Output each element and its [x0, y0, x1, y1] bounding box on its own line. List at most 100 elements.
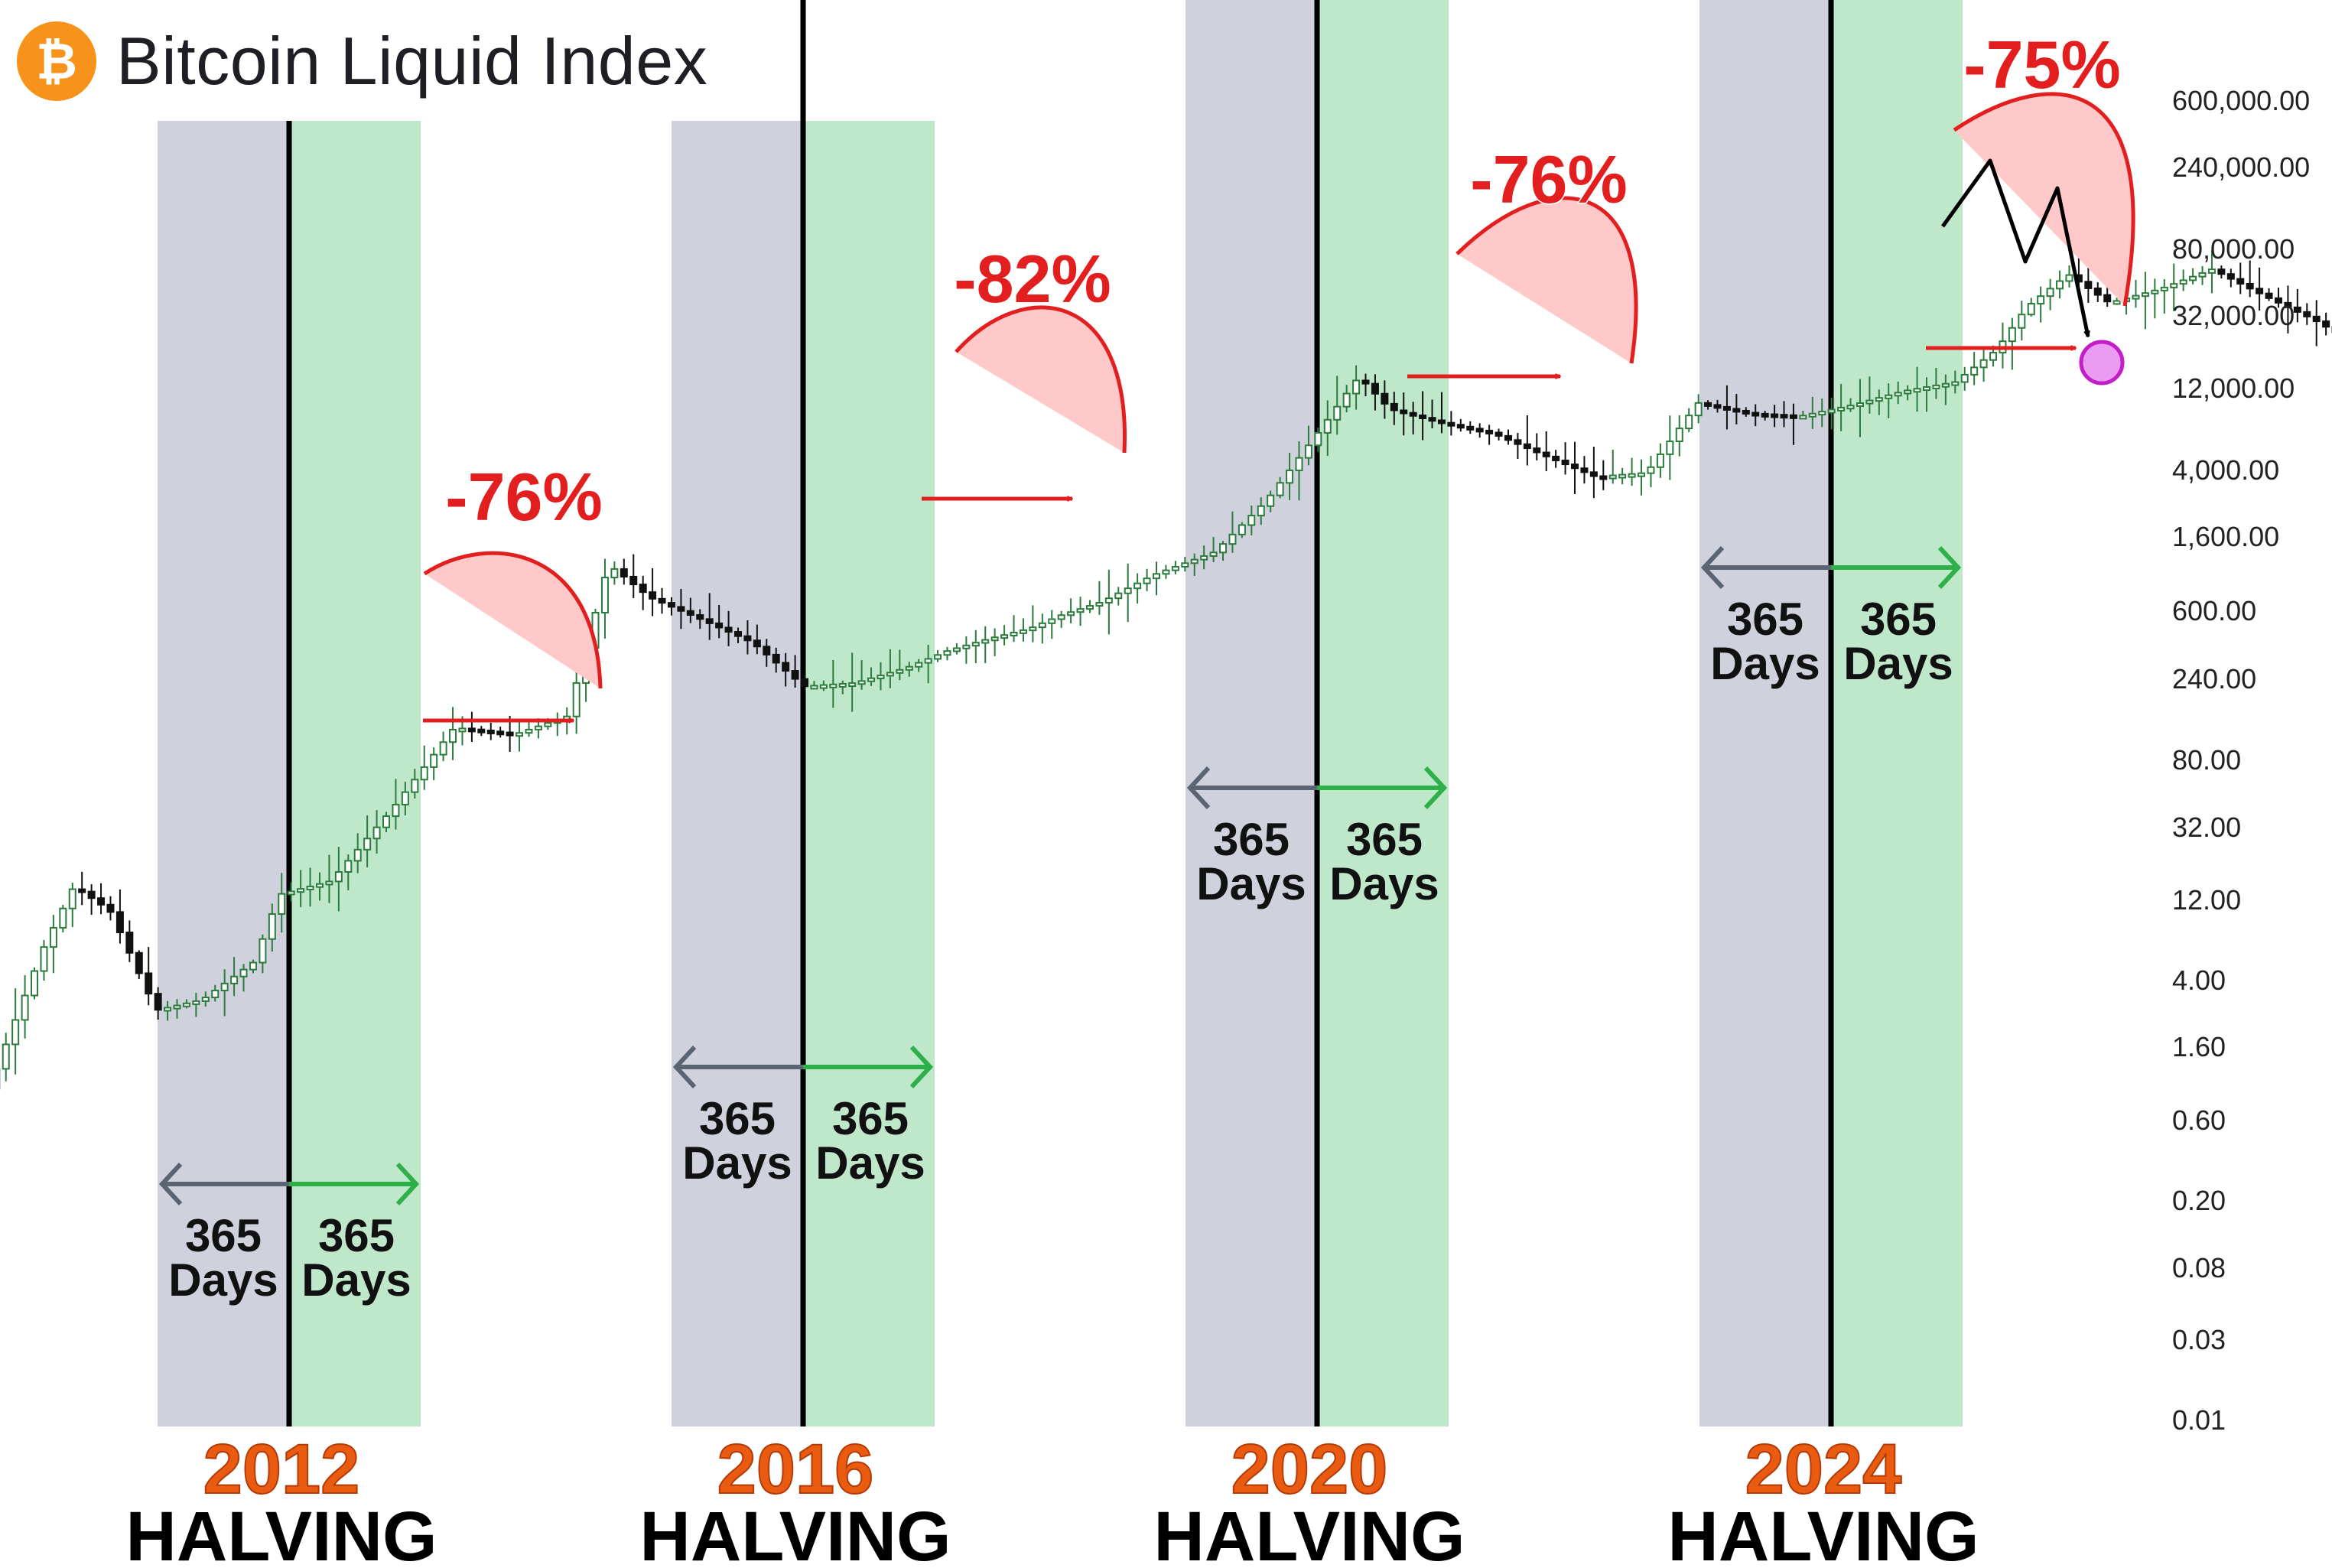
before-days-number: 365 [185, 1210, 262, 1261]
candle-body [534, 725, 542, 730]
candle-body [201, 997, 210, 1002]
candle-body [829, 683, 838, 688]
candle-body [49, 926, 57, 948]
candle-body [125, 932, 134, 954]
candle-body [1970, 366, 1979, 376]
candle-body [2065, 274, 2073, 282]
candle-body [1599, 475, 1608, 480]
candle-body [667, 602, 675, 608]
arrow-right-icon [1423, 766, 1448, 810]
candle-body [1751, 412, 1760, 417]
candle-body [2018, 314, 2026, 329]
candle-body [915, 662, 923, 668]
candle-body [135, 952, 143, 974]
candle-body [506, 731, 514, 737]
candle-body [1789, 414, 1797, 419]
candle-body [1162, 569, 1170, 575]
candle-body [268, 913, 276, 940]
candle-body [1979, 359, 1988, 369]
candle-body [1514, 439, 1522, 445]
arrow-left-icon [1700, 545, 1725, 590]
candle-body [896, 669, 904, 674]
candle-body [838, 682, 847, 688]
candle-body [2246, 282, 2254, 290]
candle-body [401, 791, 409, 805]
candle-body [1104, 597, 1113, 604]
candle-body [2179, 279, 2187, 285]
candle-body [600, 577, 609, 614]
candle-body [1771, 413, 1779, 418]
arrow-left-icon [672, 1045, 697, 1089]
candle-body [1010, 632, 1018, 637]
candle-body [1685, 415, 1693, 430]
candle-body [1400, 409, 1408, 415]
candle-body [1238, 524, 1246, 535]
candle-body [477, 728, 486, 734]
candle-body [1381, 392, 1389, 405]
candle-body [1608, 474, 1617, 480]
candle-body [857, 680, 866, 685]
candle-body [2207, 268, 2216, 274]
candle-body [1390, 402, 1398, 412]
drawdown-fan [1457, 197, 1637, 363]
candle-body [173, 1004, 181, 1010]
y-axis-tick: 600,000.00 [2172, 85, 2310, 116]
candle-body [1780, 414, 1788, 419]
candle-body [572, 682, 581, 717]
candle-body [2037, 295, 2045, 305]
drawdown-label: -82% [954, 241, 1111, 317]
candle-body [1267, 494, 1275, 507]
halving-label: HALVING [1153, 1498, 1465, 1568]
after-days-number: 365 [1860, 594, 1937, 645]
candle-body [2160, 286, 2168, 291]
candle-body [182, 1002, 190, 1007]
candle-body [1533, 447, 1541, 454]
candle-body [239, 968, 248, 978]
candle-body [334, 870, 343, 883]
candle-body [1286, 469, 1294, 484]
candle-body [2132, 294, 2140, 300]
drawdown-arc [423, 551, 603, 689]
candle-body [353, 848, 362, 862]
before-days-number: 365 [1727, 594, 1803, 645]
candle-body [649, 591, 657, 600]
candle-body [372, 826, 381, 840]
after-days-number: 365 [318, 1210, 395, 1261]
candle-body [420, 766, 428, 781]
candle-body [1552, 455, 1560, 461]
candle-body [1571, 464, 1579, 470]
candle-body [724, 626, 733, 633]
candle-body [2217, 268, 2226, 275]
candle-body [877, 675, 885, 680]
candle-body [21, 994, 29, 1021]
candle-body [1827, 408, 1836, 414]
candle-body [1419, 414, 1427, 419]
candle-body [1618, 473, 1627, 479]
candle-body [439, 741, 447, 756]
pre-halving-band [158, 121, 289, 1426]
bitcoin-icon: ₿ [17, 21, 96, 101]
candle-body [115, 911, 124, 934]
candle-body [791, 670, 799, 680]
after-days-unit: Days [1843, 638, 1953, 689]
halving-label: HALVING [1667, 1498, 1979, 1568]
halving-label: HALVING [639, 1498, 951, 1568]
candle-body [145, 972, 153, 995]
y-axis-tick: 0.03 [2172, 1324, 2226, 1355]
y-axis-tick: 80,000.00 [2172, 233, 2295, 265]
drawdown-label: -76% [1470, 142, 1627, 217]
candle-body [2293, 306, 2301, 313]
before-days-unit: Days [1196, 858, 1306, 909]
before-days-number: 365 [1213, 814, 1290, 865]
candle-body [715, 622, 724, 629]
candle-body [810, 685, 818, 690]
candle-body [1856, 402, 1864, 407]
drawdown-label: -76% [445, 459, 602, 535]
candle-body [1295, 457, 1303, 471]
y-axis-tick: 1,600.00 [2172, 521, 2279, 552]
candle-body [192, 1000, 200, 1005]
after-days-number: 365 [832, 1093, 909, 1144]
